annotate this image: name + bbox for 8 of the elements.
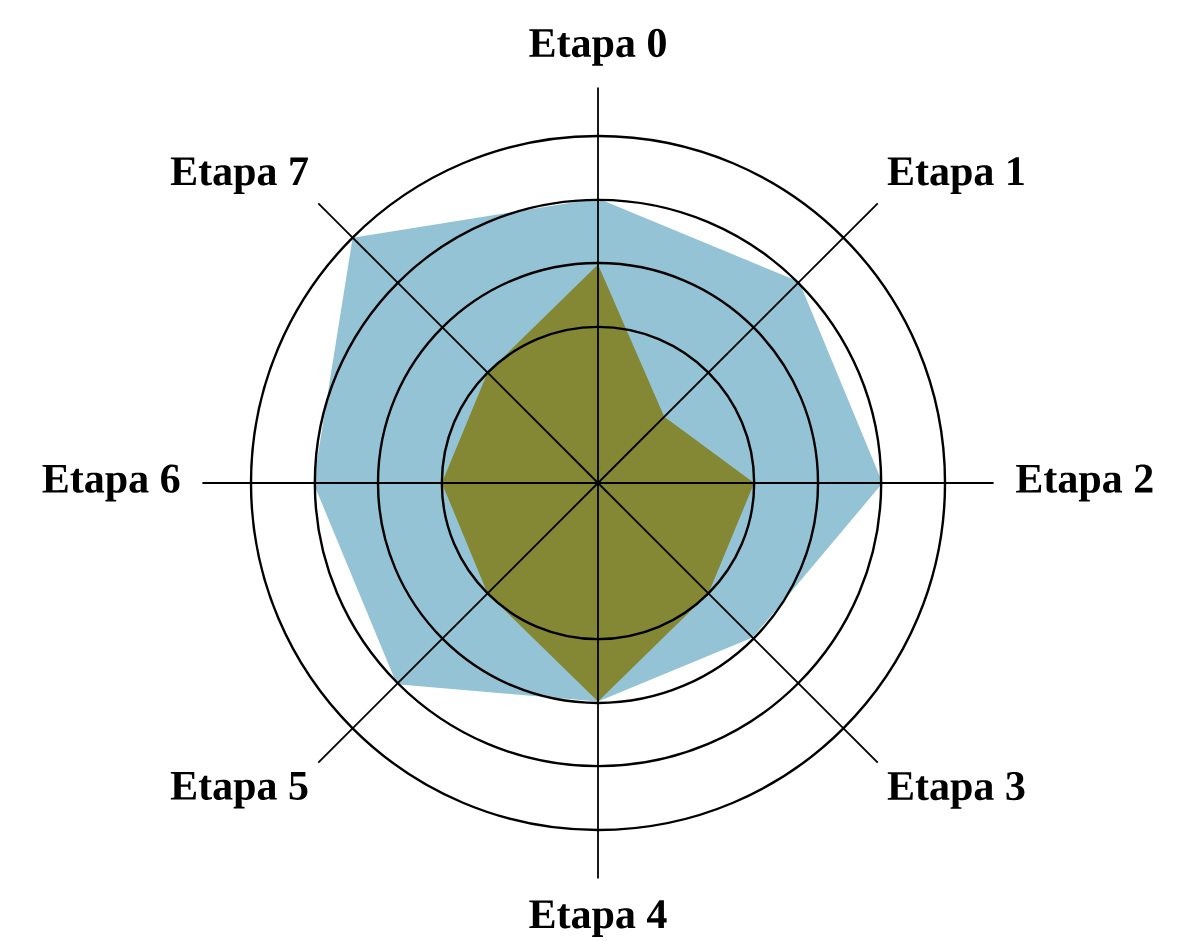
- spoke-label: Etapa 7: [170, 157, 308, 195]
- spoke-label: Etapa 6: [42, 464, 180, 502]
- spoke-label: Etapa 0: [529, 28, 666, 66]
- spoke-label: Etapa 1: [887, 157, 1024, 195]
- spoke-label: Etapa 2: [1016, 464, 1153, 502]
- spoke-label: Etapa 5: [170, 772, 308, 809]
- spoke-label: Etapa 3: [887, 772, 1025, 809]
- spoke-label: Etapa 4: [529, 900, 667, 937]
